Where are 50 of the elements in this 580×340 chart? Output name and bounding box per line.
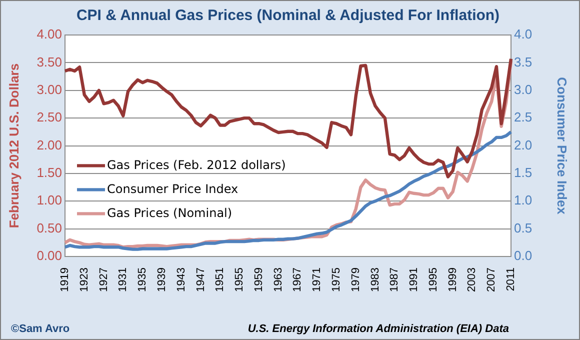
y-tick-label: 0.00 [36, 248, 62, 264]
x-tick-label: 1943 [175, 268, 188, 292]
x-tick-label: 1979 [350, 268, 362, 292]
x-tick-label: 1947 [194, 268, 207, 292]
y2-tick-label: 0.5 [514, 220, 532, 236]
x-tick-label: 1955 [234, 268, 246, 292]
x-tick-label: 2007 [486, 268, 498, 292]
x-tick-label: 1959 [252, 268, 265, 292]
y2-tick-label: 3.5 [514, 54, 532, 70]
y-axis-title: February 2012 U.S. Dollars [6, 63, 22, 228]
x-tick-label: 1991 [408, 268, 420, 292]
y2-tick-label: 0.0 [514, 248, 532, 264]
x-tick-label: 1995 [427, 268, 440, 292]
y-tick-label: 3.00 [36, 82, 62, 97]
x-tick-label: 1939 [156, 268, 168, 292]
x-tick-label: 1999 [446, 268, 459, 292]
x-tick-label: 1927 [98, 268, 110, 292]
text: U.S. Energy Information Administration (EIA) Data [248, 323, 509, 335]
y-tick-label: 3.50 [36, 54, 62, 70]
x-tick-label: 1919 [59, 268, 72, 292]
y2-tick-label: 1.0 [514, 192, 532, 208]
legend-label: Gas Prices (Feb. 2012 dollars) [107, 158, 286, 172]
legend-label: Gas Prices (Nominal) [107, 206, 232, 220]
x-tick-label: 1967 [292, 268, 304, 292]
text: ©Sam Avro [11, 323, 70, 335]
x-tick-label: 1971 [311, 268, 324, 292]
chart-title: CPI & Annual Gas Prices (Nominal & Adjusted For Inflation) [76, 7, 500, 24]
y2-tick-label: 1.5 [514, 165, 532, 180]
legend-label: Consumer Price Index [107, 182, 238, 196]
y-tick-label: 0.50 [36, 220, 62, 236]
x-tick-label: 1983 [369, 268, 382, 292]
y2-axis-title: Consumer Price Index [554, 77, 570, 216]
y-tick-label: 2.50 [36, 110, 62, 125]
x-tick-label: 1963 [272, 268, 284, 292]
y2-tick-label: 2.0 [514, 137, 532, 152]
x-tick-label: 1931 [117, 268, 130, 292]
y-tick-label: 2.00 [36, 137, 62, 152]
x-tick-label: 2003 [466, 268, 478, 292]
y2-tick-label: 4.0 [514, 26, 532, 42]
y2-tick-label: 3.0 [514, 82, 532, 97]
x-tick-label: 1935 [136, 268, 149, 292]
y-tick-label: 1.00 [36, 192, 62, 208]
y2-tick-label: 2.5 [514, 110, 532, 125]
x-tick-label: 1923 [78, 268, 90, 292]
x-tick-label: 1951 [214, 268, 226, 292]
y-tick-label: 4.00 [36, 26, 62, 42]
x-tick-label: 1987 [388, 268, 401, 292]
y-tick-label: 1.50 [36, 165, 62, 180]
x-tick-label: 1975 [330, 268, 343, 292]
x-tick-label: 2011 [505, 268, 518, 292]
